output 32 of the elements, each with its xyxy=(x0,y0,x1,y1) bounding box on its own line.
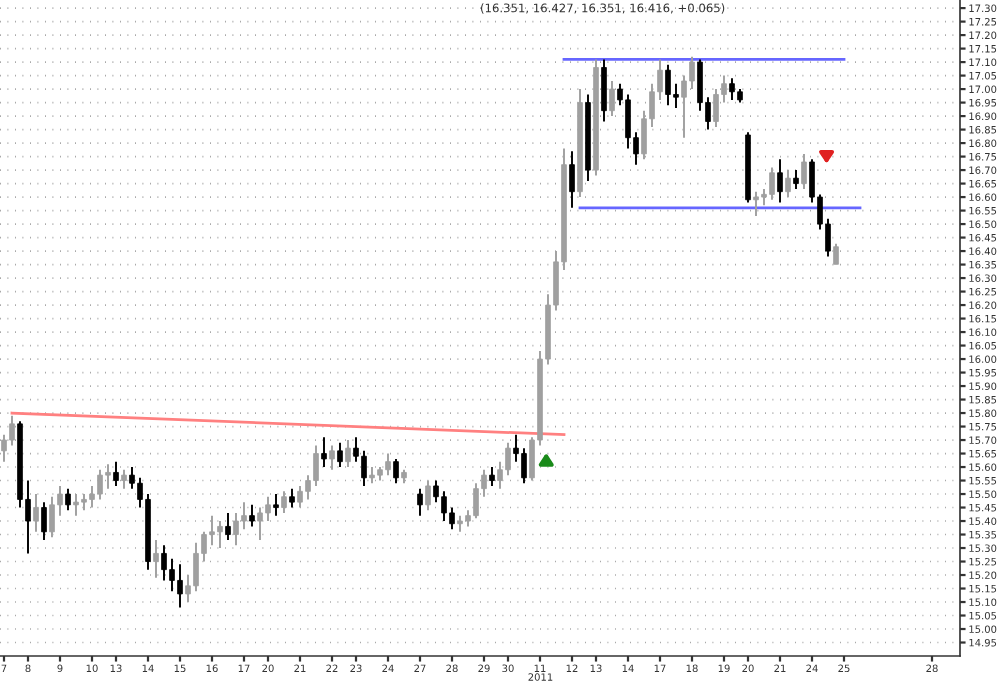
candlestick xyxy=(161,544,167,582)
candlestick xyxy=(801,152,807,190)
candlestick xyxy=(33,493,39,533)
candlestick xyxy=(361,449,367,487)
candlestick xyxy=(265,495,271,522)
candlestick xyxy=(753,190,759,217)
candlestick xyxy=(289,487,295,509)
candlestick xyxy=(489,466,495,487)
candlestick xyxy=(321,436,327,469)
candlestick xyxy=(729,77,735,101)
candlestick xyxy=(249,503,255,528)
candlestick xyxy=(625,93,631,150)
candlestick xyxy=(297,484,303,509)
candlestick xyxy=(569,150,575,209)
candlestick xyxy=(441,490,447,522)
candlestick xyxy=(777,158,783,204)
candlestick xyxy=(225,511,231,541)
candlestick xyxy=(169,557,175,593)
candlestick xyxy=(601,58,607,123)
candlestick xyxy=(177,563,183,609)
candlestick xyxy=(785,169,791,199)
candlestick xyxy=(393,457,399,485)
candlestick xyxy=(665,63,671,107)
candlestick xyxy=(345,439,351,469)
candlestick xyxy=(113,460,119,487)
candlestick xyxy=(41,501,47,541)
candlestick xyxy=(793,169,799,190)
candlestick xyxy=(337,441,343,469)
candlestick xyxy=(417,487,423,517)
candlestick xyxy=(65,487,71,512)
candlestick xyxy=(521,447,527,485)
candlestick xyxy=(273,493,279,517)
